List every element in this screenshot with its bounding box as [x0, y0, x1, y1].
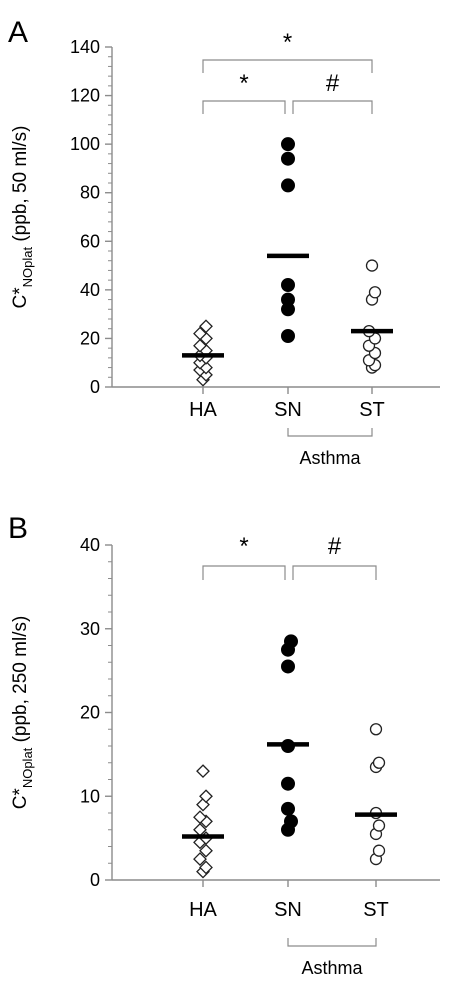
data-point-ha	[193, 338, 207, 353]
significance-bracket	[202, 100, 286, 114]
y-tick-label: 140	[70, 37, 100, 57]
data-point-sn	[281, 292, 295, 307]
data-point-ha	[199, 789, 213, 804]
data-point-sn	[284, 814, 298, 829]
data-point-ha	[199, 319, 213, 334]
category-label-sn: SN	[274, 899, 302, 921]
y-tick-label: 0	[90, 377, 100, 397]
data-point-ha	[193, 852, 207, 866]
data-point-sn	[281, 151, 295, 166]
y-tick-label: 120	[70, 86, 100, 106]
data-point-sn	[281, 278, 295, 292]
significance-marker: *	[239, 533, 248, 560]
data-point-sn	[281, 659, 295, 674]
data-point-st	[372, 844, 386, 857]
significance-marker: #	[328, 533, 342, 560]
y-axis-title-sub: NOplat	[20, 247, 35, 288]
group-label: Asthma	[301, 958, 363, 978]
category-label-st: ST	[359, 399, 385, 421]
y-tick-label: 40	[80, 280, 100, 300]
data-point-sn	[281, 137, 295, 152]
y-tick-label: 100	[70, 134, 100, 154]
data-point-sn	[281, 801, 295, 816]
y-tick-label: 20	[80, 328, 100, 348]
panel-a: A 0 20 40 60 80 100 120 140 HA SN ST Asthma C*NOplat …	[8, 16, 440, 468]
panel-b: B 0 10 20 30 40 HA SN ST Asthma C*NOplat (ppb, 250…	[8, 512, 440, 978]
y-axis-title: C*NOplat (ppb, 250 ml/s)	[10, 616, 35, 810]
panel-label: B	[8, 512, 28, 545]
category-label-ha: HA	[189, 399, 217, 421]
data-point-ha	[193, 810, 207, 825]
y-tick-label: 10	[80, 786, 100, 806]
panel-label: A	[8, 16, 28, 49]
significance-marker: #	[326, 70, 340, 97]
y-axis-title-units: (ppb, 250 ml/s)	[10, 616, 31, 748]
group-label: Asthma	[299, 448, 361, 468]
data-point-st	[372, 756, 386, 769]
y-axis-title: C*NOplat (ppb, 50 ml/s)	[10, 125, 35, 308]
group-bracket	[287, 938, 377, 947]
significance-bracket	[202, 59, 373, 73]
y-tick-label: 30	[80, 619, 100, 639]
significance-bracket	[202, 565, 286, 580]
data-point-st	[372, 819, 386, 832]
data-point-ha	[193, 326, 207, 341]
significance-bracket	[292, 100, 373, 114]
category-label-sn: SN	[274, 399, 302, 421]
y-tick-label: 60	[80, 231, 100, 251]
data-point-sn	[284, 634, 298, 649]
data-point-ha	[196, 764, 210, 779]
data-point-sn	[281, 776, 295, 791]
data-point-st	[365, 259, 379, 272]
data-point-st	[369, 723, 383, 736]
category-label-st: ST	[363, 899, 389, 921]
y-tick-label: 80	[80, 183, 100, 203]
y-tick-label: 20	[80, 703, 100, 723]
group-bracket	[287, 428, 373, 437]
significance-bracket	[292, 565, 377, 580]
y-axis-title-units: (ppb, 50 ml/s)	[10, 125, 31, 246]
significance-marker: *	[283, 29, 292, 56]
y-axis-title-main: C*	[10, 287, 31, 309]
y-tick-label: 0	[90, 870, 100, 890]
category-label-ha: HA	[189, 899, 217, 921]
y-tick-label: 40	[80, 535, 100, 555]
significance-marker: *	[239, 70, 248, 97]
data-point-ha	[199, 860, 213, 875]
y-axis-title-sub: NOplat	[20, 747, 35, 788]
data-point-sn	[281, 178, 295, 193]
data-point-ha	[199, 843, 213, 858]
data-point-sn	[281, 329, 295, 343]
data-point-st	[368, 286, 382, 299]
y-axis-title-main: C*	[10, 788, 31, 810]
